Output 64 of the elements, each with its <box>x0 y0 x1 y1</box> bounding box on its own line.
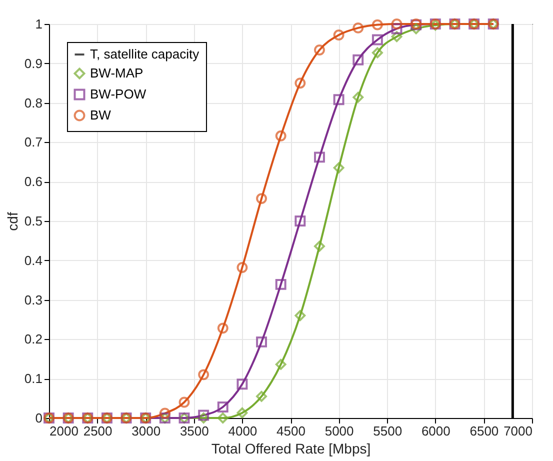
point <box>352 54 364 66</box>
y-tick-label: 0.8 <box>24 95 42 110</box>
point <box>159 408 170 419</box>
point <box>217 401 228 412</box>
point <box>314 240 325 252</box>
point <box>256 193 267 204</box>
legend-label: BW-POW <box>90 86 147 102</box>
legend-label: BW-MAP <box>90 66 144 80</box>
point <box>294 310 306 322</box>
point <box>236 407 248 418</box>
point <box>333 30 344 40</box>
point <box>217 412 228 424</box>
x-tick-label: 2000 <box>50 424 78 438</box>
point <box>294 78 306 89</box>
point <box>352 92 364 103</box>
point <box>256 390 267 402</box>
point <box>275 358 286 370</box>
y-tick-label: 0.2 <box>24 332 42 347</box>
y-tick-label: 0.4 <box>24 252 42 268</box>
y-tick-label: 0.3 <box>24 292 42 308</box>
x-axis-title: Total Offered Rate [Mbps] <box>211 440 371 456</box>
x-tick-label: 3000 <box>132 424 161 438</box>
y-tick-label: 0.5 <box>24 214 42 228</box>
legend-label: T, satellite capacity <box>90 46 200 62</box>
point <box>198 369 210 380</box>
y-tick-label: 0.6 <box>24 174 42 190</box>
point <box>372 19 383 30</box>
point <box>236 262 248 273</box>
point <box>372 47 383 58</box>
y-tick-label: 0.9 <box>24 56 42 71</box>
x-tick-label: 4000 <box>228 424 258 438</box>
point <box>391 18 402 30</box>
point <box>391 23 402 34</box>
point <box>198 410 210 421</box>
x-tick-label: 5500 <box>373 424 402 438</box>
point <box>294 216 306 226</box>
x-tick-label: 5000 <box>324 424 354 438</box>
legend-label: BW <box>90 108 112 122</box>
point <box>314 152 325 163</box>
point <box>333 162 344 174</box>
y-tick-label: 0.1 <box>24 371 42 386</box>
point <box>217 322 228 334</box>
point <box>391 31 402 42</box>
point <box>236 378 248 390</box>
x-tick-label: 4500 <box>276 424 306 438</box>
point <box>333 94 344 106</box>
point <box>178 396 190 408</box>
y-tick-label: 0.7 <box>24 134 42 150</box>
point <box>275 278 286 290</box>
y-tick-label: 0 <box>35 410 42 426</box>
point <box>372 34 383 46</box>
x-tick-label: 3500 <box>180 424 209 438</box>
point <box>256 336 267 348</box>
point <box>275 130 286 142</box>
point <box>314 44 325 56</box>
x-tick-label: 6500 <box>470 424 499 438</box>
point <box>198 412 210 424</box>
x-tick-label: 7000 <box>504 424 532 438</box>
y-axis-title: cdf <box>4 212 20 231</box>
point <box>352 22 364 34</box>
x-tick-label: 2500 <box>83 424 112 438</box>
y-tick-label: 1 <box>35 16 42 32</box>
x-tick-label: 6000 <box>421 424 450 438</box>
point <box>410 23 422 34</box>
